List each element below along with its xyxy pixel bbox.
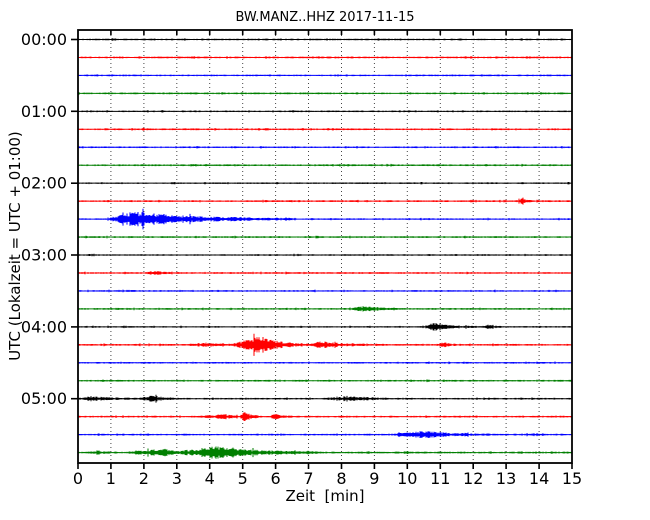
- svg-text:7: 7: [303, 469, 313, 488]
- svg-text:12: 12: [463, 469, 483, 488]
- svg-text:8: 8: [336, 469, 346, 488]
- svg-text:6: 6: [271, 469, 281, 488]
- svg-text:00:00: 00:00: [21, 30, 67, 49]
- svg-text:14: 14: [529, 469, 549, 488]
- svg-text:01:00: 01:00: [21, 102, 67, 121]
- svg-text:1: 1: [106, 469, 116, 488]
- svg-text:13: 13: [496, 469, 516, 488]
- svg-text:03:00: 03:00: [21, 246, 67, 265]
- svg-text:3: 3: [172, 469, 182, 488]
- svg-text:4: 4: [205, 469, 215, 488]
- svg-text:0: 0: [73, 469, 83, 488]
- svg-text:02:00: 02:00: [21, 174, 67, 193]
- svg-text:04:00: 04:00: [21, 317, 67, 336]
- plot-title: BW.MANZ..HHZ 2017-11-15: [235, 10, 415, 25]
- x-axis-label: Zeit [min]: [285, 487, 365, 505]
- svg-text:15: 15: [562, 469, 582, 488]
- svg-text:9: 9: [369, 469, 379, 488]
- svg-text:05:00: 05:00: [21, 389, 67, 408]
- svg-text:10: 10: [397, 469, 417, 488]
- svg-text:11: 11: [430, 469, 450, 488]
- svg-text:2: 2: [139, 469, 149, 488]
- svg-text:5: 5: [238, 469, 248, 488]
